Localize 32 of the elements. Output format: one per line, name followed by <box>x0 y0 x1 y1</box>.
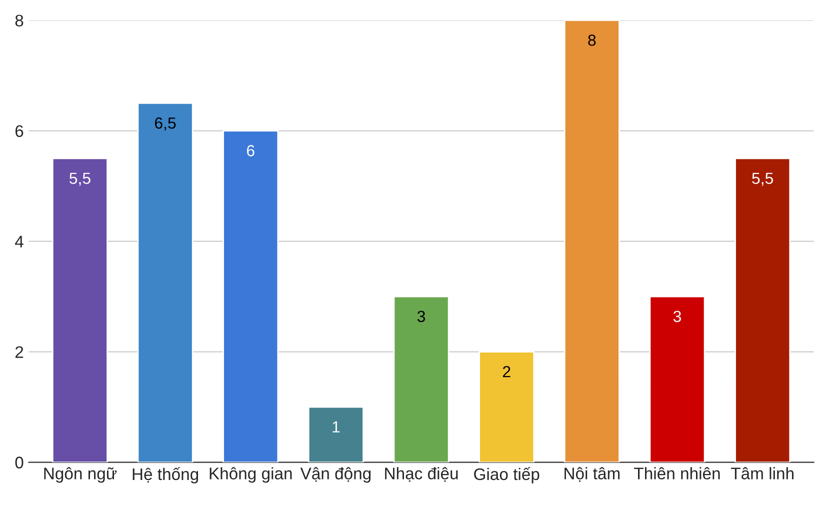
x-tick-label: Nhạc điệu <box>385 467 458 482</box>
bar <box>137 102 194 462</box>
data-label: 5,5 <box>70 172 90 186</box>
y-tick-label: 2 <box>15 346 24 358</box>
x-tick-label: Giao tiếp <box>474 467 540 484</box>
bar <box>308 406 364 462</box>
data-label: 6 <box>246 145 254 156</box>
bar <box>649 296 706 462</box>
bar <box>222 130 279 462</box>
x-tick-label: Không gian <box>210 467 292 483</box>
bar <box>478 351 535 462</box>
data-label: 6,5 <box>155 117 176 131</box>
x-tick-label: Thiên nhiên <box>634 467 720 480</box>
x-tick-label: Ngôn ngữ <box>44 467 117 483</box>
x-tick-label: Hệ thống <box>132 467 198 484</box>
y-tick-label: 6 <box>15 125 24 138</box>
data-label: 2 <box>502 366 510 378</box>
data-label: 1 <box>332 421 340 432</box>
bar <box>393 296 450 462</box>
x-tick-label: Tâm linh <box>731 467 794 480</box>
y-tick-label: 8 <box>15 14 24 27</box>
bar <box>734 158 791 462</box>
data-label: 8 <box>588 34 596 46</box>
data-label: 3 <box>673 310 681 322</box>
x-tick-label: Nội tâm <box>564 467 620 482</box>
y-tick-label: 4 <box>15 236 24 248</box>
data-label: 5,5 <box>752 172 774 186</box>
x-tick-label: Vận động <box>300 467 371 483</box>
bar <box>564 20 620 462</box>
data-label: 3 <box>417 310 426 322</box>
bar <box>52 158 108 462</box>
y-tick-label: 0 <box>15 456 24 468</box>
